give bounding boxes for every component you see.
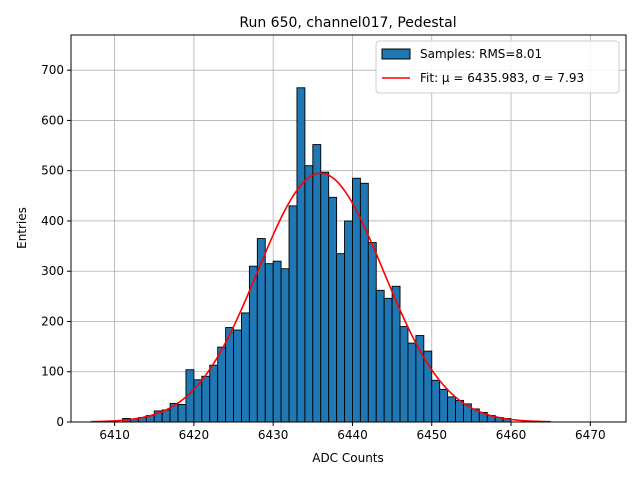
y-tick-label: 600 [41, 113, 64, 127]
histogram-bar [320, 171, 330, 423]
legend-histogram-label: Samples: RMS=8.01 [420, 47, 542, 61]
x-tick-label: 6460 [496, 428, 527, 442]
histogram-bar [312, 144, 322, 423]
x-tick-label: 6440 [337, 428, 368, 442]
legend-box [375, 40, 620, 94]
histogram-bar [439, 388, 449, 423]
x-tick-label: 6420 [179, 428, 210, 442]
histogram-bar [336, 253, 345, 423]
x-tick-label: 6470 [575, 428, 606, 442]
histogram-bar [256, 238, 266, 423]
histogram-bar [233, 329, 242, 423]
legend-histogram-swatch [381, 48, 411, 60]
x-tick-label: 6430 [258, 428, 289, 442]
y-tick-label: 200 [41, 314, 64, 328]
legend: Samples: RMS=8.01 Fit: μ = 6435.983, σ =… [375, 40, 620, 94]
histogram-bar [367, 242, 377, 423]
histogram-bar [455, 399, 464, 423]
histogram-bar [177, 403, 187, 423]
legend-fit-label: Fit: μ = 6435.983, σ = 7.93 [420, 71, 584, 85]
histogram-bar [201, 375, 211, 423]
y-tick-label: 0 [56, 415, 64, 429]
y-tick-label: 700 [41, 63, 64, 77]
histogram-bar [431, 379, 441, 423]
histogram-bar [217, 346, 227, 423]
x-axis-label: ADC Counts [312, 451, 384, 465]
histogram-bar [272, 260, 282, 423]
histogram-bar [447, 396, 456, 423]
histogram-bar [264, 263, 274, 423]
x-tick-label: 6410 [99, 428, 130, 442]
histogram-bar [296, 87, 306, 423]
y-tick-label: 500 [41, 164, 64, 178]
y-axis-label: Entries [15, 207, 29, 249]
histogram-bar [209, 364, 219, 423]
histogram-bar [407, 342, 417, 423]
histogram-bar [344, 220, 353, 423]
histogram-bar [328, 196, 338, 423]
y-tick-label: 300 [41, 264, 64, 278]
x-axis-ticks: 6410 6420 6430 6440 6450 6460 6470 [99, 422, 606, 442]
histogram-bar [241, 312, 250, 423]
histogram-bar [288, 205, 298, 423]
histogram-bar [423, 350, 433, 423]
histogram-bar [415, 335, 425, 423]
y-tick-label: 400 [41, 214, 64, 228]
histogram-bar [280, 268, 290, 423]
histogram-bar [383, 297, 393, 423]
histogram-bars [122, 87, 512, 423]
x-tick-label: 6450 [416, 428, 447, 442]
histogram-bar [399, 326, 409, 423]
plot-frame [70, 34, 627, 423]
histogram-bar [375, 289, 385, 423]
histogram-bar [304, 165, 314, 423]
fit-curve [90, 172, 551, 423]
y-tick-label: 100 [41, 365, 64, 379]
chart-title: Run 650, channel017, Pedestal [239, 15, 456, 31]
y-axis-ticks: 0 100 200 300 400 500 600 700 [41, 63, 71, 429]
